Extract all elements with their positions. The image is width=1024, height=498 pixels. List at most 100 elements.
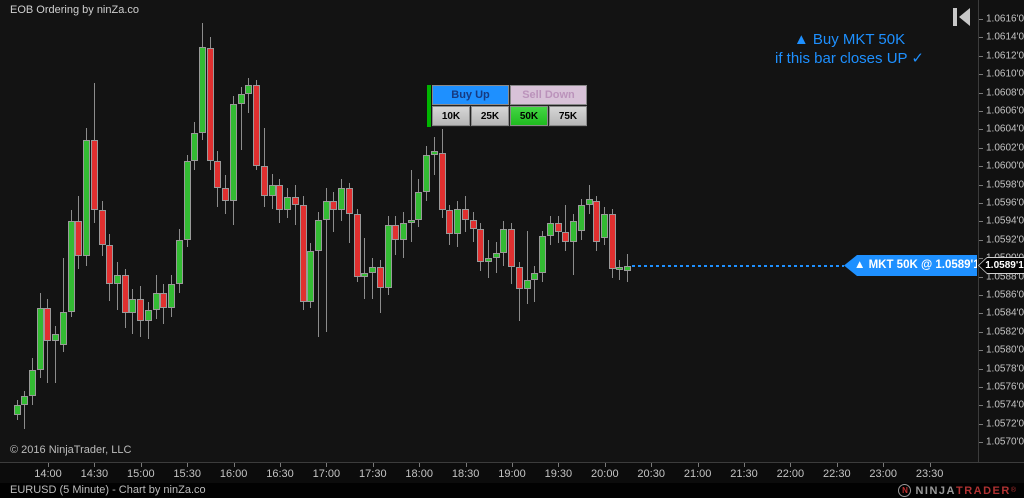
go-to-latest-bar-icon-triangle: [959, 8, 970, 26]
time-label: 17:30: [359, 468, 387, 480]
go-to-latest-bar-icon[interactable]: [953, 8, 972, 26]
time-label: 15:30: [173, 468, 201, 480]
time-label: 19:00: [498, 468, 526, 480]
price-tick: [979, 147, 983, 149]
candle-body: [369, 267, 377, 273]
candle-body: [191, 133, 199, 161]
price-tick: [979, 387, 983, 388]
time-tick: [558, 463, 560, 467]
price-axis[interactable]: 1.0616'0 1.0614'0 1.0612'0 1.0610'0 1.0608'0…: [978, 0, 1024, 462]
candle-body: [90, 140, 98, 211]
time-tick: [140, 463, 142, 467]
time-label: 23:30: [915, 468, 944, 480]
candle-body: [593, 201, 601, 242]
candle-body: [237, 94, 245, 104]
price-label: 1.0586'0: [986, 289, 1024, 301]
price-label: 1.0602'0: [986, 142, 1024, 154]
price-tick: [979, 423, 983, 425]
price-tick: [979, 258, 983, 260]
price-label: 1.0594'0: [986, 215, 1024, 227]
candle-body: [152, 293, 160, 310]
time-label: 16:00: [219, 468, 248, 480]
time-label: 20:00: [591, 468, 619, 480]
candlestick-layer: [13, 22, 632, 430]
price-tick: [979, 92, 983, 94]
candle-body: [276, 184, 284, 211]
candle-body: [52, 333, 60, 341]
price-tick: [979, 368, 983, 370]
time-tick: [280, 463, 281, 467]
candle-body: [322, 201, 330, 220]
time-tick: [372, 463, 374, 467]
time-tick: [419, 463, 421, 467]
sell-down-button[interactable]: Sell Down: [510, 85, 587, 105]
candle-body: [284, 197, 292, 211]
current-price-value: 1.0589'1: [979, 258, 1024, 273]
candle-body: [299, 204, 307, 303]
candle-body: [59, 311, 67, 345]
buy-up-button[interactable]: Buy Up: [432, 85, 509, 105]
price-label: 1.0576'0: [986, 381, 1024, 393]
signal-annotation: ▲ Buy MKT 50K if this bar closes UP ✓: [775, 30, 924, 68]
price-label: 1.0592'0: [986, 234, 1024, 246]
signal-stripe: [427, 85, 431, 127]
candle-body: [539, 236, 547, 273]
time-label: 18:30: [451, 468, 480, 480]
candle-body: [454, 208, 462, 235]
candle-body: [144, 309, 152, 321]
candle-body: [531, 272, 539, 281]
candle-body: [508, 228, 516, 268]
candle-body: [113, 274, 121, 284]
ninjatrader-logo-ninja: NINJA: [915, 484, 956, 497]
price-tick: [979, 405, 983, 407]
candle-body: [129, 298, 137, 314]
time-label: 14:00: [34, 468, 62, 480]
quantity-button-50k[interactable]: 50K: [510, 106, 548, 126]
quantity-button-75k[interactable]: 75K: [549, 106, 587, 126]
candle-body: [160, 293, 168, 308]
indicator-label: EOB Ordering by ninZa.co: [10, 4, 140, 16]
candle-body: [314, 219, 322, 251]
price-label: 1.0584'0: [986, 307, 1024, 319]
candle-body: [446, 210, 454, 235]
candle-body: [438, 153, 446, 211]
candle-body: [291, 197, 299, 205]
candle-body: [500, 228, 508, 253]
candle-body: [75, 221, 83, 257]
price-label: 1.0570'0: [986, 436, 1024, 448]
candle-body: [121, 274, 129, 314]
candle-body: [546, 223, 554, 237]
candle-wick: [573, 214, 575, 275]
candle-wick: [565, 204, 567, 251]
quantity-button-10k[interactable]: 10K: [432, 106, 470, 126]
time-tick: [604, 463, 606, 467]
price-label: 1.0574'0: [986, 399, 1024, 411]
ninjatrader-logo-trader: TRADER: [955, 484, 1011, 497]
candle-wick: [24, 390, 26, 430]
candle-body: [423, 155, 431, 192]
candle-wick: [116, 261, 118, 310]
ninjatrader-mark-icon: N: [898, 484, 912, 497]
candle-body: [353, 214, 361, 277]
time-label: 18:00: [405, 468, 433, 480]
working-order-price-line: [632, 265, 844, 267]
candle-wick: [325, 188, 327, 332]
candle-body: [477, 228, 485, 262]
chart-area[interactable]: EOB Ordering by ninZa.co © 2016 NinjaTra…: [0, 0, 978, 462]
candle-body: [345, 188, 353, 215]
ninjatrader-logo-reg: ®: [1010, 487, 1016, 494]
candle-wick: [248, 77, 250, 113]
price-label: 1.0612'0: [986, 50, 1024, 62]
time-axis[interactable]: 14:00 14:30 15:00 15:30 16:00 16:30 17:00 17:30…: [0, 462, 1024, 483]
candle-wick: [518, 261, 520, 321]
price-tick: [979, 442, 983, 444]
working-order-label[interactable]: ▲ MKT 50K @ 1.0589'1: [844, 255, 977, 276]
time-label: 16:30: [266, 468, 294, 480]
candle-body: [98, 210, 106, 246]
quantity-button-25k[interactable]: 25K: [471, 106, 509, 126]
price-tick: [979, 74, 983, 76]
price-tick: [979, 19, 983, 20]
candle-wick: [526, 230, 528, 305]
go-to-latest-bar-icon-bar: [953, 8, 957, 26]
